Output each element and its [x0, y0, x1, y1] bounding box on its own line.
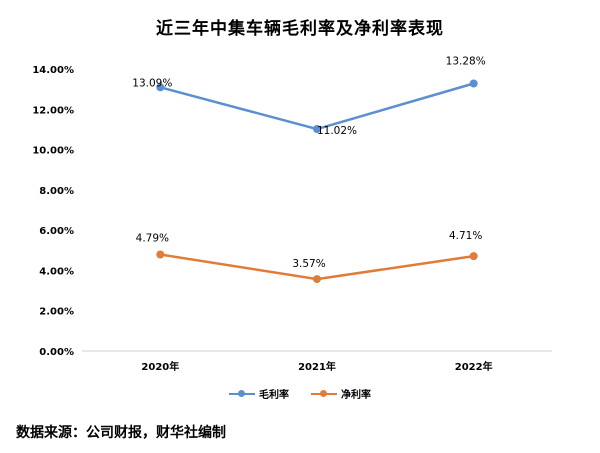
series-line	[160, 82, 475, 131]
legend: 毛利率 净利率	[0, 386, 600, 401]
data-point	[313, 275, 321, 284]
source-note: 数据来源：公司财报，财华社编制	[16, 425, 226, 441]
data-point	[469, 79, 478, 88]
legend-item-net-margin: 净利率	[311, 386, 371, 401]
y-tick-label: 10.00%	[32, 146, 74, 157]
data-label: 3.57%	[292, 258, 325, 270]
y-tick-label: 12.00%	[32, 105, 74, 116]
data-label: 13.28%	[446, 56, 486, 68]
series-lines	[156, 79, 478, 284]
legend-swatch-net-margin	[311, 389, 337, 399]
legend-label-gross-margin: 毛利率	[259, 390, 289, 401]
x-tick-label: 2020年	[141, 360, 179, 373]
x-tick-label: 2021年	[298, 360, 336, 373]
y-axis: 0.00% 2.00% 4.00% 6.00% 8.00% 10.00% 12.00% 14.…	[32, 65, 74, 358]
data-point	[156, 250, 165, 259]
x-tick-label: 2022年	[455, 360, 493, 373]
y-tick-label: 14.00%	[32, 65, 74, 76]
data-label: 4.71%	[449, 230, 482, 242]
data-point	[313, 125, 321, 134]
data-label: 4.79%	[136, 233, 169, 245]
y-tick-label: 4.00%	[39, 266, 74, 277]
x-axis: 2020年 2021年 2022年	[82, 350, 552, 373]
y-tick-label: 6.00%	[39, 226, 74, 237]
chart-title: 近三年中集车辆毛利率及净利率表现	[156, 19, 444, 39]
legend-label-net-margin: 净利率	[341, 390, 371, 401]
data-label: 11.02%	[317, 125, 357, 137]
legend-swatch-gross-margin	[229, 389, 255, 399]
data-label: 13.09%	[132, 77, 172, 89]
data-point	[156, 83, 165, 92]
y-tick-label: 0.00%	[39, 347, 74, 358]
data-labels: 13.09% 11.02% 13.28% 4.79% 3.57% 4.71%	[132, 56, 485, 271]
data-point	[469, 252, 478, 261]
y-tick-label: 8.00%	[39, 186, 74, 197]
y-tick-label: 2.00%	[39, 307, 74, 318]
legend-item-gross-margin: 毛利率	[229, 386, 289, 401]
